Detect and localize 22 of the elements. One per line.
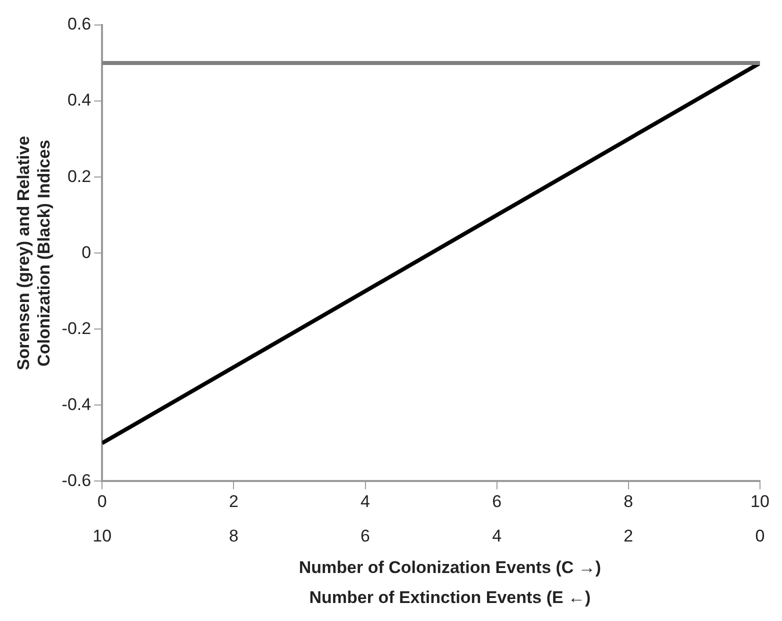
x-axis-title: Number of Colonization Events (C →): [298, 558, 602, 578]
x-tick-label: 2: [228, 492, 238, 512]
x2-tick-label: 0: [755, 526, 765, 546]
x2-axis-title: Number of Extinction Events (E ←): [308, 588, 592, 608]
y-tick-label: 0.4: [67, 90, 92, 110]
x-tick-label: 8: [624, 492, 634, 512]
x-tick-label: 10: [750, 492, 770, 512]
y-tick-label: 0.6: [67, 14, 92, 34]
y-tick-label: 0: [82, 242, 92, 262]
x-tick-label: 4: [360, 492, 370, 512]
x2-tick-label: 6: [360, 526, 370, 546]
y-axis-title: Sorensen (grey) and Relative Colonization (Black) Indices: [14, 136, 54, 370]
x2-tick-label: 4: [492, 526, 502, 546]
x-tick-label: 0: [97, 492, 107, 512]
y-tick-label: -0.2: [62, 318, 92, 338]
x2-tick-label: 2: [624, 526, 634, 546]
x-tick-label: 6: [492, 492, 502, 512]
y-tick-label: -0.4: [62, 394, 92, 414]
y-tick-label: -0.6: [62, 470, 92, 490]
x2-tick-label: 8: [228, 526, 238, 546]
x2-tick-label: 10: [92, 526, 112, 546]
y-tick-label: 0.2: [67, 166, 92, 186]
